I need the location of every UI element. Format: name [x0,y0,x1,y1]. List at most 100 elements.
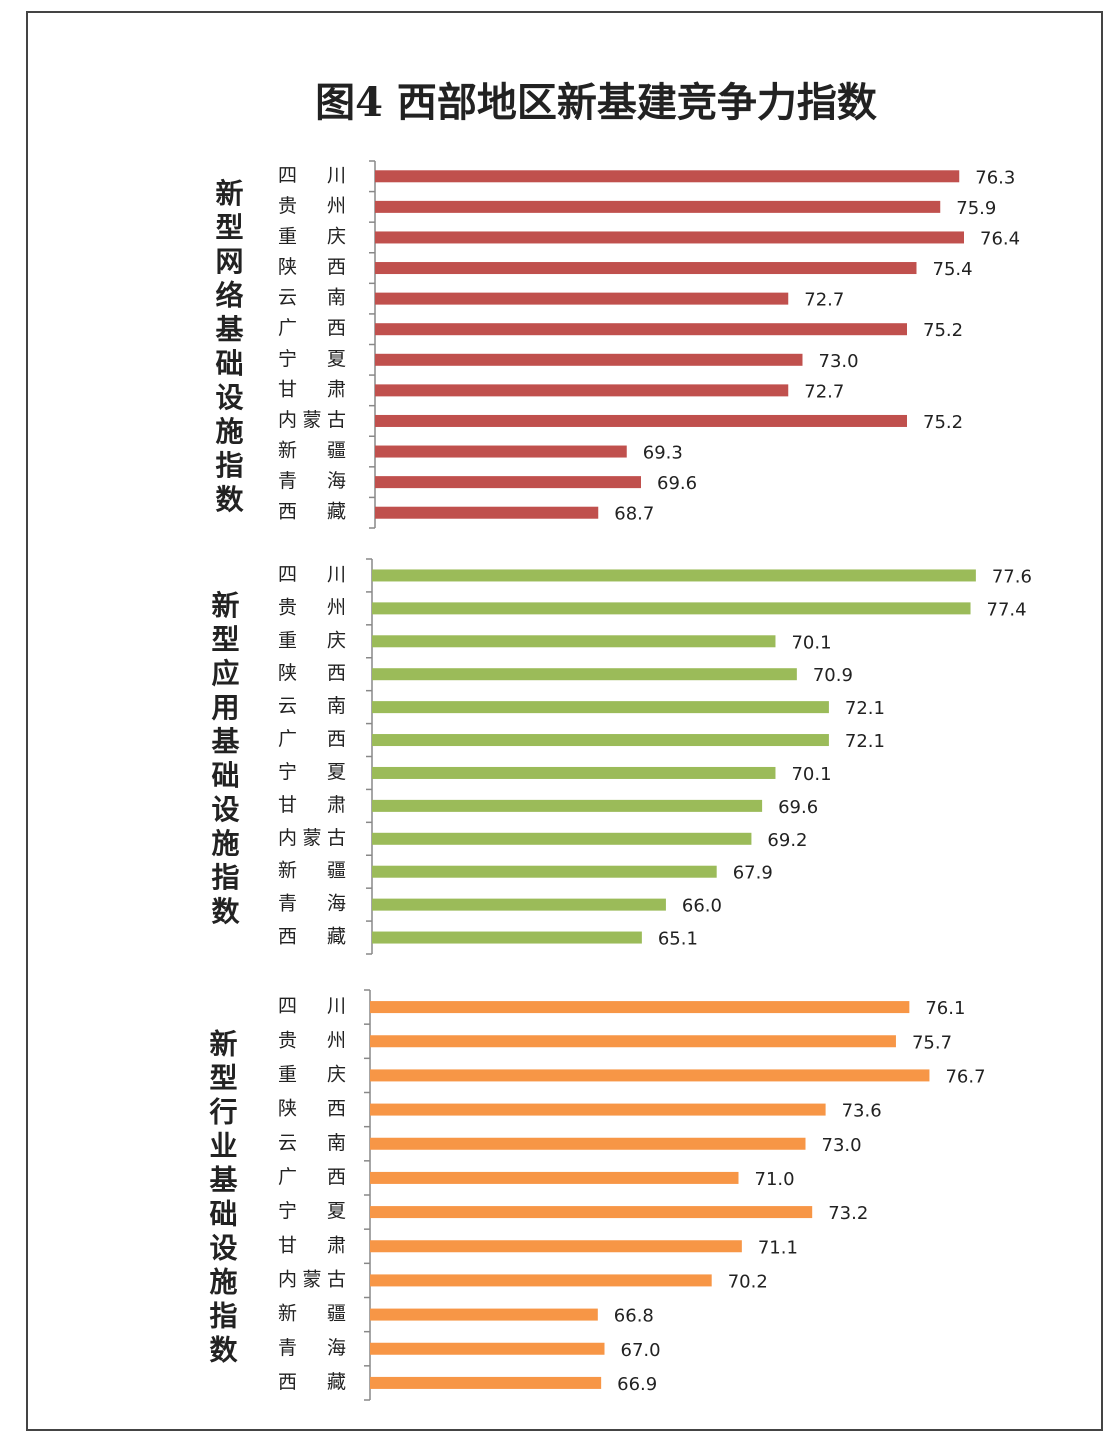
bar [370,1035,896,1048]
bar [370,1308,598,1321]
bar [375,170,960,183]
value-label: 71.1 [758,1237,798,1258]
bar [372,799,763,812]
value-label: 77.4 [987,599,1027,620]
category-label: 新疆 [278,440,346,462]
category-label: 四川 [278,563,346,585]
bar [370,1342,605,1355]
category-label: 陕西 [278,662,346,684]
bar [372,734,829,747]
chart-title: 新型网络基础设施指数 [212,178,245,518]
value-label: 70.9 [813,665,853,686]
category-label: 甘肃 [278,794,346,816]
frame [26,11,1103,1431]
chart-title: 新型应用基础设施指数 [208,590,241,930]
category-label: 贵州 [278,596,346,618]
category-label: 内蒙古 [278,827,346,849]
value-label: 73.0 [822,1135,862,1156]
bar [372,931,642,944]
value-label: 69.3 [643,443,683,464]
bar [370,1206,813,1219]
value-label: 76.1 [925,998,965,1019]
value-label: 75.4 [933,259,973,280]
bar [375,262,917,275]
category-label: 宁夏 [278,761,346,783]
category-label: 内蒙古 [278,1268,346,1290]
category-label: 青海 [278,1337,346,1359]
value-label: 65.1 [658,929,698,950]
bar [372,701,829,714]
value-label: 72.1 [845,731,885,752]
category-label: 四川 [278,995,346,1017]
value-label: 75.2 [923,320,963,341]
category-label: 陕西 [278,1098,346,1120]
category-label: 广西 [278,1166,346,1188]
value-label: 69.6 [657,473,697,494]
value-label: 75.7 [912,1032,952,1053]
value-label: 73.6 [842,1101,882,1122]
category-label: 青海 [278,893,346,915]
bar [370,1001,910,1014]
category-label: 贵州 [278,1029,346,1051]
bar [370,1240,742,1253]
value-label: 73.0 [819,351,859,372]
bar [375,445,627,458]
value-label: 72.7 [804,381,844,402]
bar [372,602,971,615]
category-label: 陕西 [278,256,346,278]
category-label: 甘肃 [278,1234,346,1256]
value-label: 70.1 [791,764,831,785]
value-label: 67.0 [621,1340,661,1361]
value-label: 72.1 [845,698,885,719]
value-label: 66.9 [617,1374,657,1395]
value-label: 66.0 [682,896,722,917]
category-label: 西藏 [278,926,346,948]
bar [375,292,789,305]
category-label: 重庆 [278,225,346,247]
bar [375,414,907,427]
category-label: 内蒙古 [278,409,346,431]
bar [372,569,976,582]
bar [370,1376,602,1389]
category-label: 宁夏 [278,348,346,370]
value-label: 75.2 [923,412,963,433]
bar [375,231,964,244]
value-label: 73.2 [828,1203,868,1224]
category-label: 新疆 [278,860,346,882]
category-label: 西藏 [278,1371,346,1393]
bar [375,384,789,397]
bar [372,668,797,681]
bar [372,898,666,911]
bar [370,1103,826,1116]
category-label: 西藏 [278,501,346,523]
bar [375,353,803,366]
chart-title: 新型行业基础设施指数 [206,1029,239,1369]
value-label: 76.3 [975,167,1015,188]
value-label: 72.7 [804,290,844,311]
bar [372,832,752,845]
value-label: 69.6 [778,797,818,818]
category-label: 宁夏 [278,1200,346,1222]
value-label: 67.9 [733,863,773,884]
value-label: 76.7 [945,1066,985,1087]
bar [375,506,599,519]
value-label: 76.4 [980,228,1020,249]
value-label: 77.6 [992,566,1032,587]
value-label: 66.8 [614,1306,654,1327]
category-label: 云南 [278,695,346,717]
bar [375,476,641,489]
category-label: 广西 [278,728,346,750]
category-label: 重庆 [278,629,346,651]
category-label: 新疆 [278,1303,346,1325]
bar [372,865,717,878]
category-label: 云南 [278,287,346,309]
category-label: 青海 [278,470,346,492]
value-label: 75.9 [956,198,996,219]
bar [375,323,907,336]
bar [375,200,941,213]
bar [370,1274,712,1287]
bar [370,1137,806,1150]
bar [370,1171,739,1184]
bar [370,1069,930,1082]
